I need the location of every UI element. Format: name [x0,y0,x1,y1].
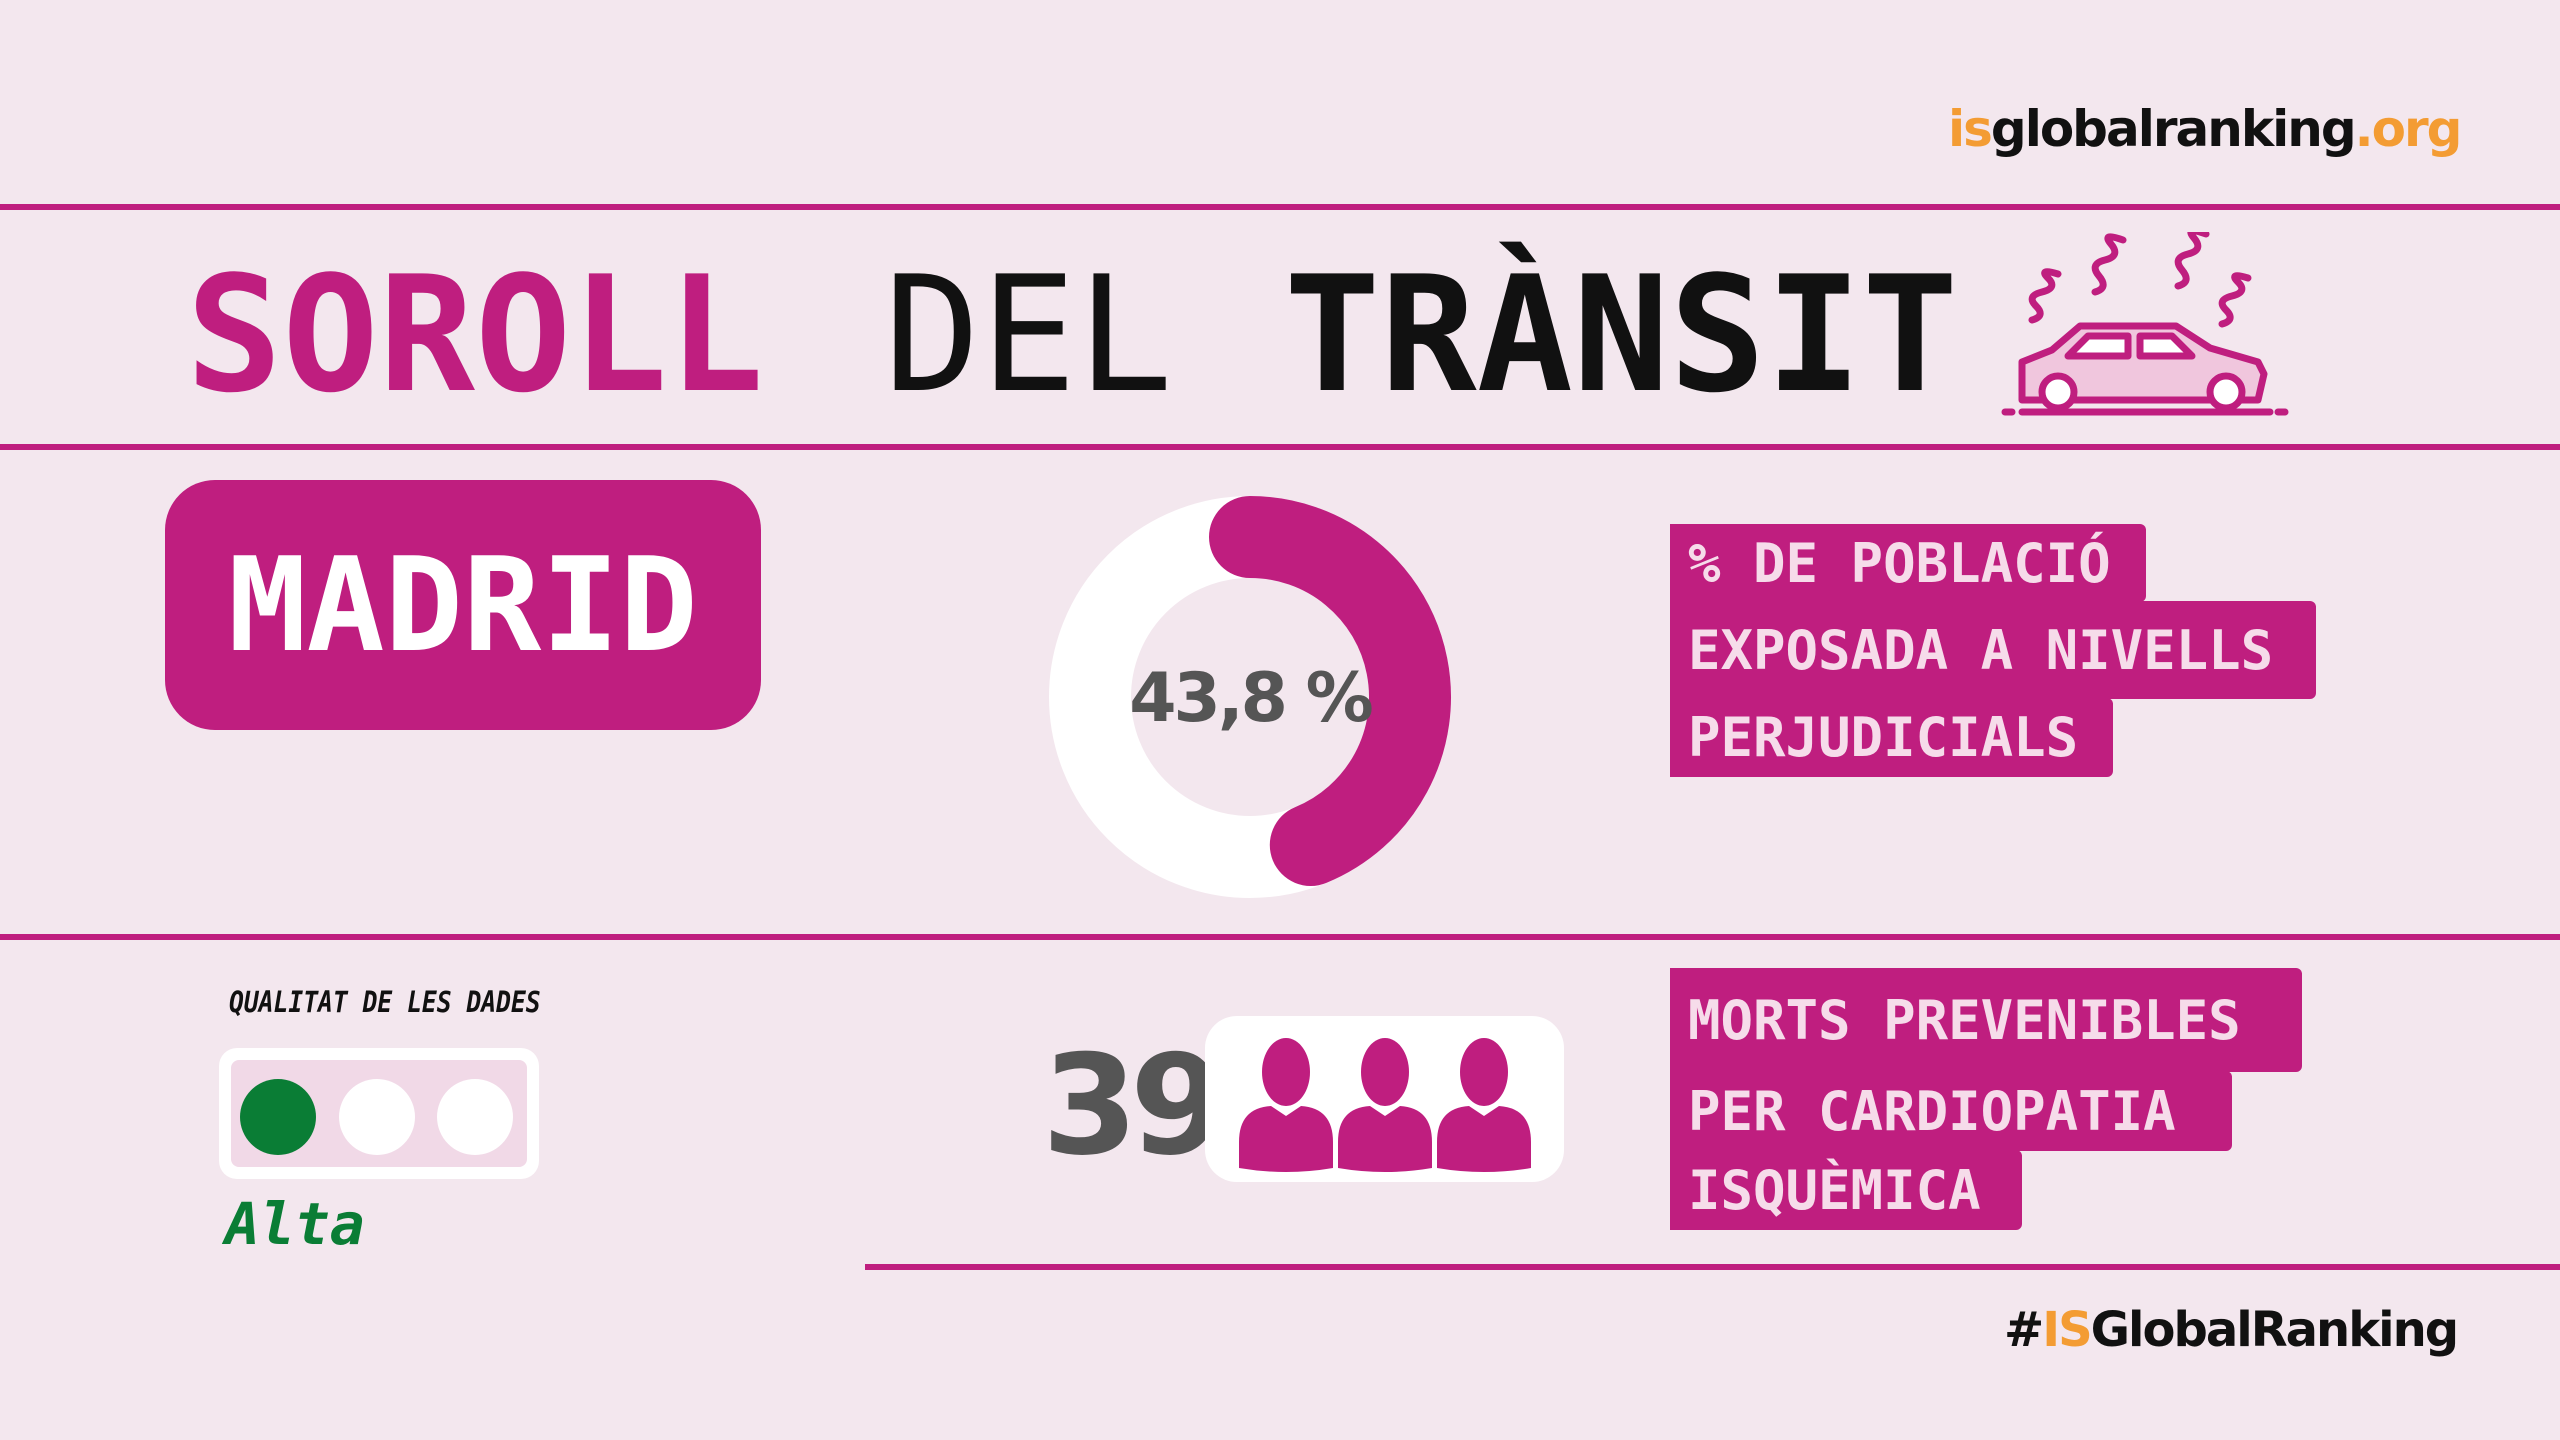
quality-dot-empty [437,1079,513,1155]
people-panel [1205,1016,1564,1182]
data-quality-value: Alta [225,1190,365,1258]
donut-value-arc [1209,496,1451,886]
hashtag: #ISGlobalRanking [2004,1302,2459,1358]
person-icon [1338,1038,1432,1172]
quality-dot-filled [240,1079,316,1155]
deaths-label-line-2: PER CARDIOPATIA [1670,1071,2232,1151]
hashtag-highlight: IS [2042,1302,2092,1358]
title-word-3: TRÀNSIT [1284,241,1959,428]
exposure-value: 43,8 % [1129,659,1371,738]
data-quality-label: QUALITAT DE LES DADES [229,985,541,1019]
person-icon [1239,1038,1333,1172]
deaths-label-line-3: ISQUÈMICA [1670,1150,2022,1230]
deaths-value: 39 [1042,1025,1226,1186]
site-logo: isglobalranking.org [1948,100,2463,158]
hashtag-prefix: # [2004,1302,2044,1358]
divider-top [0,204,2560,210]
city-badge: MADRID [165,480,761,730]
divider-bottom [865,1264,2560,1270]
title-word-1: SOROLL [186,241,764,428]
divider-title [0,444,2560,450]
exposure-label-line-2: EXPOSADA A NIVELLS [1670,601,2316,699]
exposure-donut-chart: 43,8 % [1049,496,1451,898]
logo-middle: globalranking [1990,100,2357,158]
logo-suffix: .org [2354,100,2463,158]
people-icon [1239,1038,1531,1172]
quality-dot-empty [339,1079,415,1155]
deaths-label-line-1: MORTS PREVENIBLES [1670,968,2302,1072]
divider-middle [0,934,2560,940]
exposure-label-line-1: % DE POBLACIÓ [1670,524,2146,602]
person-icon [1437,1038,1531,1172]
hashtag-rest: GlobalRanking [2090,1302,2459,1358]
title-word-2: DEL [884,241,1173,428]
exposure-label-line-3: PERJUDICIALS [1670,698,2113,777]
logo-prefix: is [1948,100,1993,158]
car-noise-icon [2001,232,2289,416]
